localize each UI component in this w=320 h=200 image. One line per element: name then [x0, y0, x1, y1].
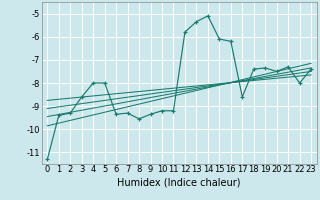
X-axis label: Humidex (Indice chaleur): Humidex (Indice chaleur)	[117, 177, 241, 187]
